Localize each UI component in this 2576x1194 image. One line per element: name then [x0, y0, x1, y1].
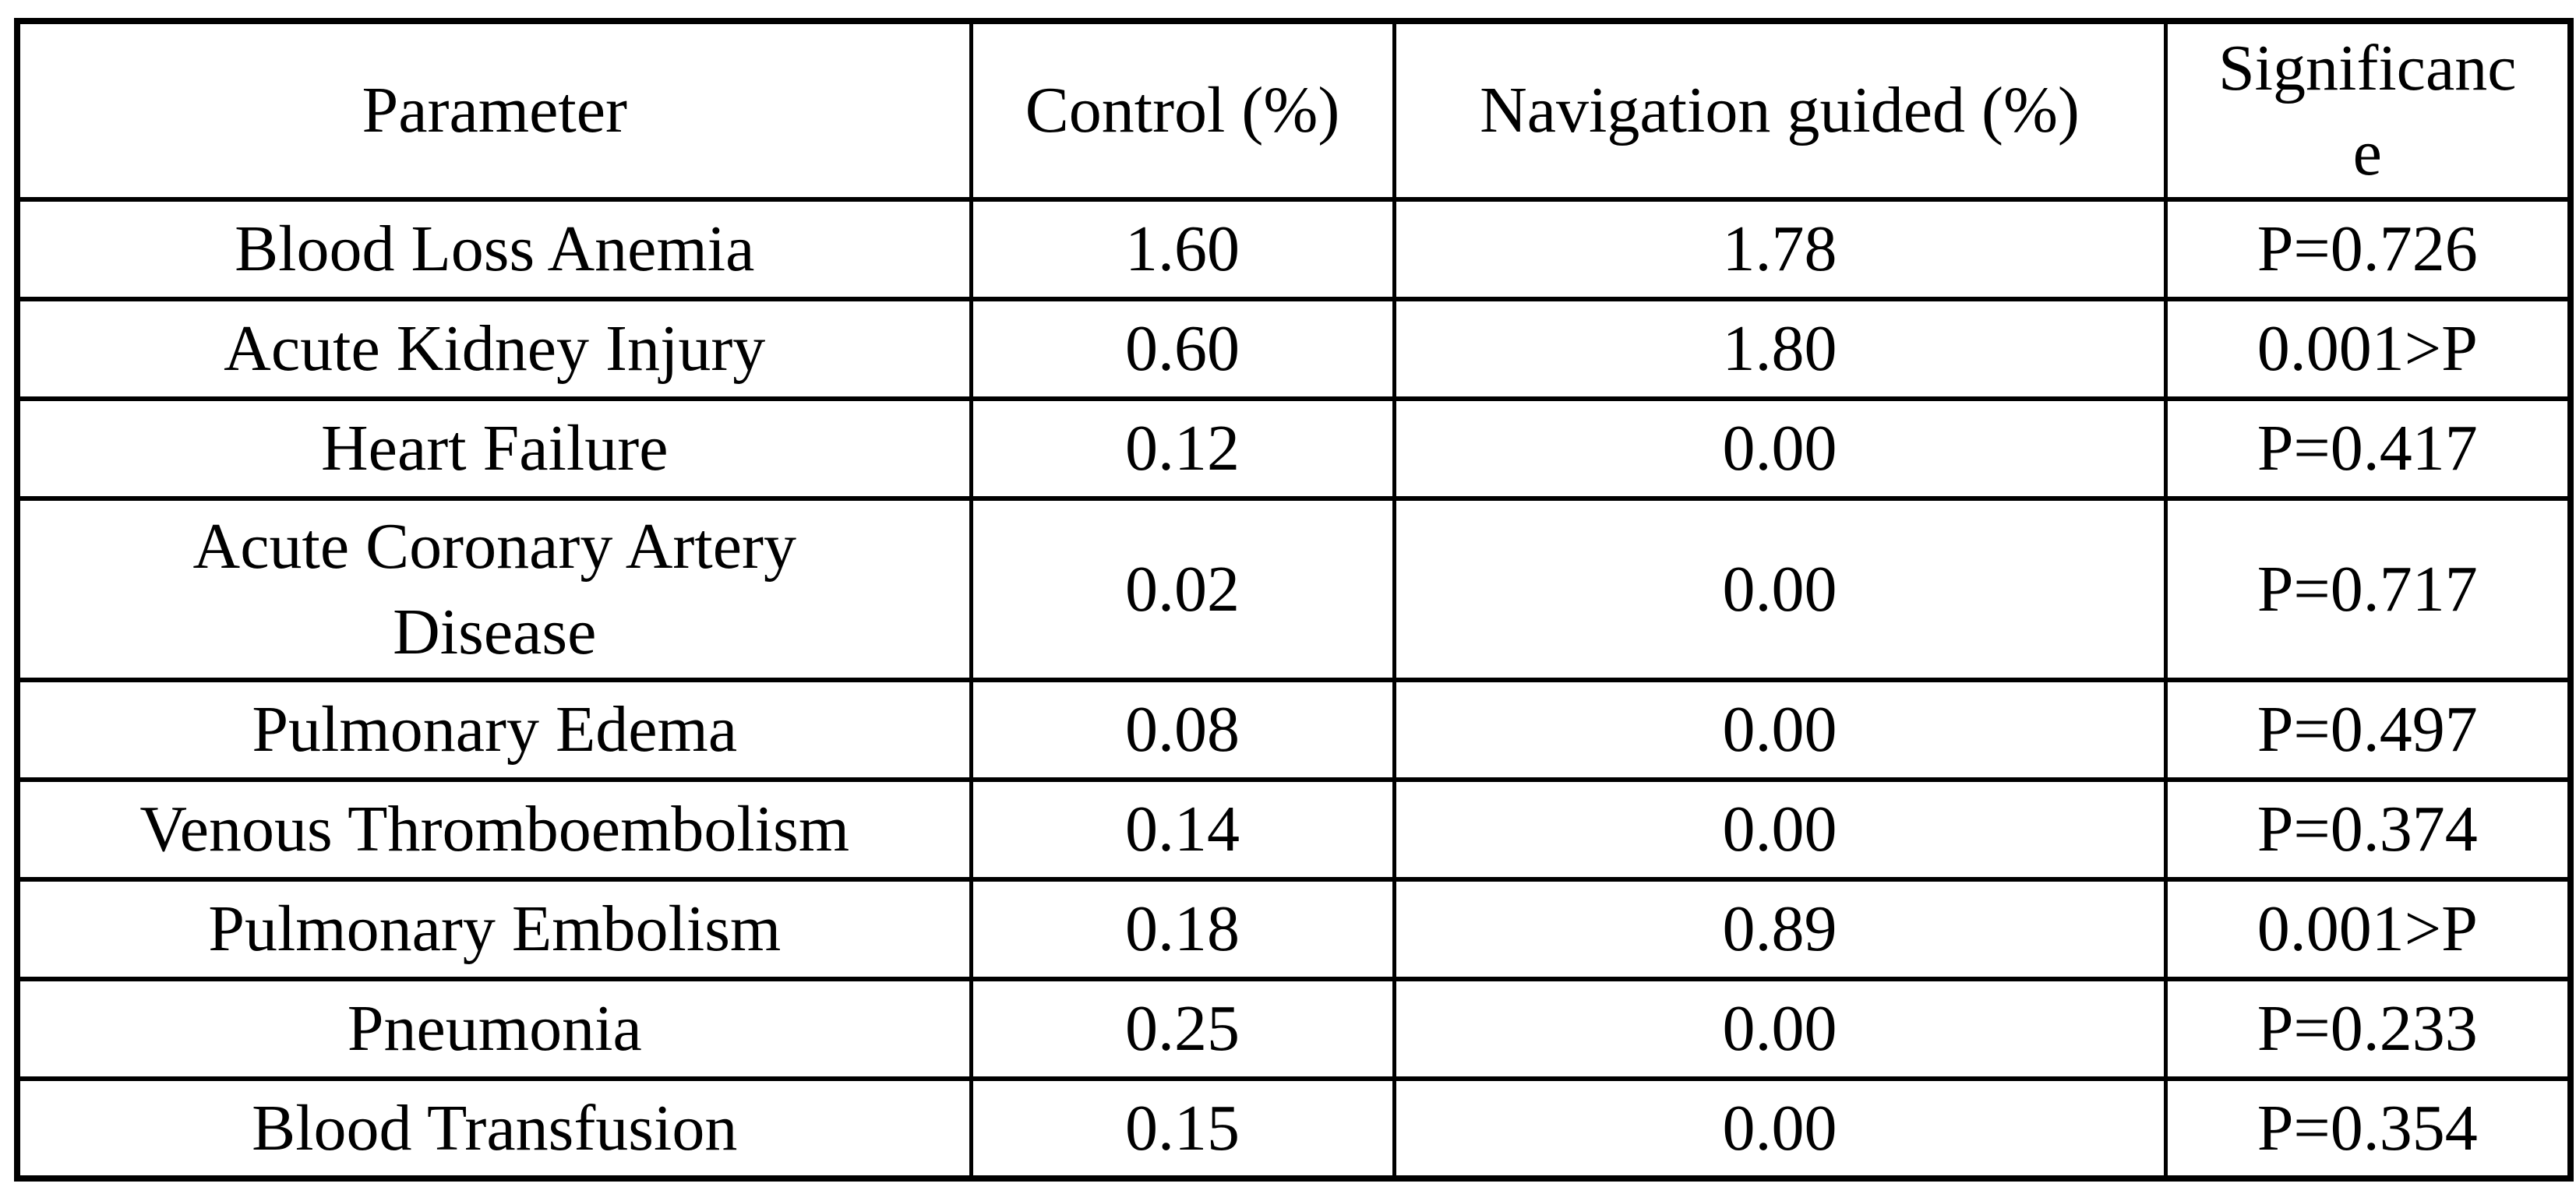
cell-control: 0.02 — [969, 496, 1396, 682]
cell-parameter: Venous Thromboembolism — [15, 777, 973, 882]
table-row-venous-thromboembolism: Venous Thromboembolism 0.14 0.00 P=0.374 — [15, 777, 2573, 882]
cell-parameter: Pneumonia — [15, 977, 973, 1081]
cell-control: 0.14 — [969, 777, 1396, 882]
cell-significance: P=0.374 — [2163, 777, 2573, 882]
cell-control: 0.18 — [969, 877, 1396, 981]
column-header-navigation-guided: Navigation guided (%) — [1392, 19, 2168, 202]
cell-significance: 0.001>P — [2163, 877, 2573, 981]
cell-navigation: 1.80 — [1392, 297, 2168, 401]
cell-significance: P=0.233 — [2163, 977, 2573, 1081]
cell-significance: P=0.417 — [2163, 396, 2573, 501]
cell-navigation: 0.00 — [1392, 396, 2168, 501]
cell-parameter: Pulmonary Embolism — [15, 877, 973, 981]
table-row-pulmonary-edema: Pulmonary Edema 0.08 0.00 P=0.497 — [15, 678, 2573, 782]
table-row-heart-failure: Heart Failure 0.12 0.00 P=0.417 — [15, 396, 2573, 501]
cell-control: 0.12 — [969, 396, 1396, 501]
cell-significance: P=0.717 — [2163, 496, 2573, 682]
cell-control: 0.60 — [969, 297, 1396, 401]
column-header-parameter: Parameter — [15, 19, 973, 202]
significance-header-text: Significance — [2218, 31, 2517, 189]
cell-significance: 0.001>P — [2163, 297, 2573, 401]
header-row: Parameter Control (%) Navigation guided … — [15, 19, 2573, 202]
cell-parameter: Blood Transfusion — [15, 1076, 973, 1181]
cell-navigation: 0.00 — [1392, 496, 2168, 682]
cell-navigation: 1.78 — [1392, 197, 2168, 301]
table-row-acute-kidney-injury: Acute Kidney Injury 0.60 1.80 0.001>P — [15, 297, 2573, 401]
table-row-acute-coronary-artery-disease: Acute Coronary Artery Disease 0.02 0.00 … — [15, 496, 2573, 682]
cell-parameter: Heart Failure — [15, 396, 973, 501]
cell-parameter: Blood Loss Anemia — [15, 197, 973, 301]
cell-parameter: Acute Coronary Artery Disease — [15, 496, 973, 682]
cell-significance: P=0.497 — [2163, 678, 2573, 782]
cell-navigation: 0.00 — [1392, 1076, 2168, 1181]
cell-significance: P=0.354 — [2163, 1076, 2573, 1181]
cell-navigation: 0.00 — [1392, 777, 2168, 882]
column-header-control: Control (%) — [969, 19, 1396, 202]
table-row-pneumonia: Pneumonia 0.25 0.00 P=0.233 — [15, 977, 2573, 1081]
cell-significance: P=0.726 — [2163, 197, 2573, 301]
cell-parameter: Pulmonary Edema — [15, 678, 973, 782]
cell-control: 1.60 — [969, 197, 1396, 301]
table-row-blood-transfusion: Blood Transfusion 0.15 0.00 P=0.354 — [15, 1076, 2573, 1181]
cell-navigation: 0.00 — [1392, 977, 2168, 1081]
column-header-significance: Significance — [2163, 19, 2573, 202]
table-row-pulmonary-embolism: Pulmonary Embolism 0.18 0.89 0.001>P — [15, 877, 2573, 981]
cell-parameter: Acute Kidney Injury — [15, 297, 973, 401]
cell-control: 0.08 — [969, 678, 1396, 782]
cell-navigation: 0.89 — [1392, 877, 2168, 981]
cell-control: 0.15 — [969, 1076, 1396, 1181]
cell-navigation: 0.00 — [1392, 678, 2168, 782]
complications-table: Parameter Control (%) Navigation guided … — [14, 18, 2574, 1182]
cell-control: 0.25 — [969, 977, 1396, 1081]
table-row-blood-loss-anemia: Blood Loss Anemia 1.60 1.78 P=0.726 — [15, 197, 2573, 301]
